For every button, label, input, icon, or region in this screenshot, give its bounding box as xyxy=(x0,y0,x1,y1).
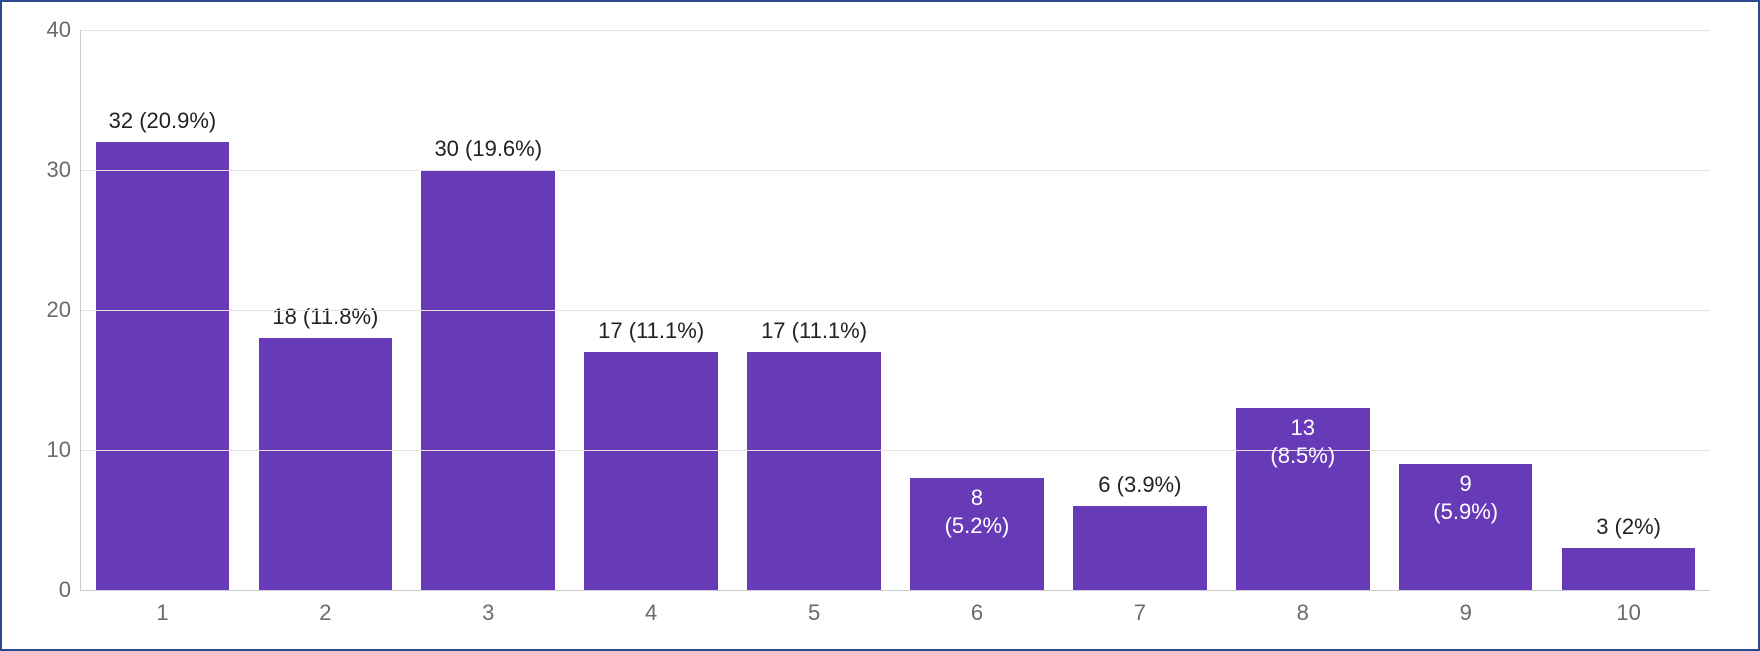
chart-frame: 32 (20.9%) 1 18 (11.8%) 2 30 (19.6%) 3 17 (11.… xyxy=(0,0,1760,651)
x-tick-label: 4 xyxy=(645,600,657,626)
gridline xyxy=(81,30,1710,31)
x-tick-label: 8 xyxy=(1297,600,1309,626)
bar-value-label: 8 (5.2%) xyxy=(945,484,1010,539)
bar-value-label: 6 (3.9%) xyxy=(1098,471,1181,499)
bar-value-label: 32 (20.9%) xyxy=(109,107,217,135)
bar-value-label: 17 (11.1%) xyxy=(598,317,704,345)
gridline xyxy=(81,450,1710,451)
y-tick-label: 10 xyxy=(11,437,71,463)
bar-value-label: 17 (11.1%) xyxy=(761,317,867,345)
bar: 9 (5.9%) xyxy=(1399,464,1533,590)
bar: 18 (11.8%) xyxy=(259,338,393,590)
bar: 3 (2%) xyxy=(1562,548,1696,590)
bar: 8 (5.2%) xyxy=(910,478,1044,590)
x-tick-label: 7 xyxy=(1134,600,1146,626)
bar: 13 (8.5%) xyxy=(1236,408,1370,590)
x-tick-label: 10 xyxy=(1616,600,1640,626)
y-tick-label: 0 xyxy=(11,577,71,603)
bar: 30 (19.6%) xyxy=(421,170,555,590)
bar-value-label: 30 (19.6%) xyxy=(434,135,542,163)
gridline xyxy=(81,310,1710,311)
y-tick-label: 20 xyxy=(11,297,71,323)
x-tick-label: 2 xyxy=(319,600,331,626)
x-tick-label: 9 xyxy=(1460,600,1472,626)
bar: 6 (3.9%) xyxy=(1073,506,1207,590)
x-tick-label: 6 xyxy=(971,600,983,626)
x-tick-label: 1 xyxy=(156,600,168,626)
bar-chart: 32 (20.9%) 1 18 (11.8%) 2 30 (19.6%) 3 17 (11.… xyxy=(20,20,1730,631)
y-tick-label: 30 xyxy=(11,157,71,183)
x-tick-label: 3 xyxy=(482,600,494,626)
bar: 17 (11.1%) xyxy=(747,352,881,590)
bar-value-label: 9 (5.9%) xyxy=(1433,470,1498,525)
bar: 17 (11.1%) xyxy=(584,352,718,590)
x-tick-label: 5 xyxy=(808,600,820,626)
plot-area: 32 (20.9%)118 (11.8%)230 (19.6%)317 (11.… xyxy=(80,30,1710,591)
bar-value-label: 13 (8.5%) xyxy=(1270,414,1335,469)
bar-value-label: 18 (11.8%) xyxy=(272,303,378,331)
y-tick-label: 40 xyxy=(11,17,71,43)
gridline xyxy=(81,170,1710,171)
bar: 32 (20.9%) xyxy=(96,142,230,590)
bar-value-label: 3 (2%) xyxy=(1596,513,1661,541)
